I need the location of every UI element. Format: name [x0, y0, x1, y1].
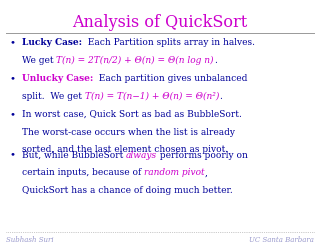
Text: The worst-case occurs when the list is already: The worst-case occurs when the list is a… [22, 128, 235, 137]
Text: •: • [9, 151, 15, 160]
Text: .: . [219, 92, 222, 101]
Text: Subhash Suri: Subhash Suri [6, 236, 54, 244]
Text: Each Partition splits array in halves.: Each Partition splits array in halves. [82, 38, 255, 47]
Text: We get: We get [22, 56, 56, 65]
Text: sorted, and the last element chosen as pivot.: sorted, and the last element chosen as p… [22, 145, 228, 154]
Text: UC Santa Barbara: UC Santa Barbara [249, 236, 314, 244]
Text: certain inputs, because of: certain inputs, because of [22, 168, 144, 177]
Text: QuickSort has a chance of doing much better.: QuickSort has a chance of doing much bet… [22, 186, 233, 195]
Text: Each partition gives unbalanced: Each partition gives unbalanced [93, 74, 247, 83]
Text: Unlucky Case:: Unlucky Case: [22, 74, 93, 83]
Text: always: always [126, 151, 157, 160]
Text: Analysis of QuickSort: Analysis of QuickSort [72, 14, 248, 31]
Text: T(n) = T(n−1) + Θ(n) = Θ(n²): T(n) = T(n−1) + Θ(n) = Θ(n²) [84, 92, 219, 101]
Text: But, while BubbleSort: But, while BubbleSort [22, 151, 126, 160]
Text: .: . [214, 56, 217, 65]
Text: performs poorly on: performs poorly on [157, 151, 248, 160]
Text: In worst case, Quick Sort as bad as BubbleSort.: In worst case, Quick Sort as bad as Bubb… [22, 110, 242, 119]
Text: random pivot: random pivot [144, 168, 204, 177]
Text: •: • [9, 38, 15, 47]
Text: T(n) = 2T(n/2) + Θ(n) = Θ(n log n): T(n) = 2T(n/2) + Θ(n) = Θ(n log n) [56, 56, 214, 65]
Text: ,: , [204, 168, 207, 177]
Text: •: • [9, 74, 15, 83]
Text: Lucky Case:: Lucky Case: [22, 38, 82, 47]
Text: •: • [9, 110, 15, 119]
Text: split.  We get: split. We get [22, 92, 84, 101]
